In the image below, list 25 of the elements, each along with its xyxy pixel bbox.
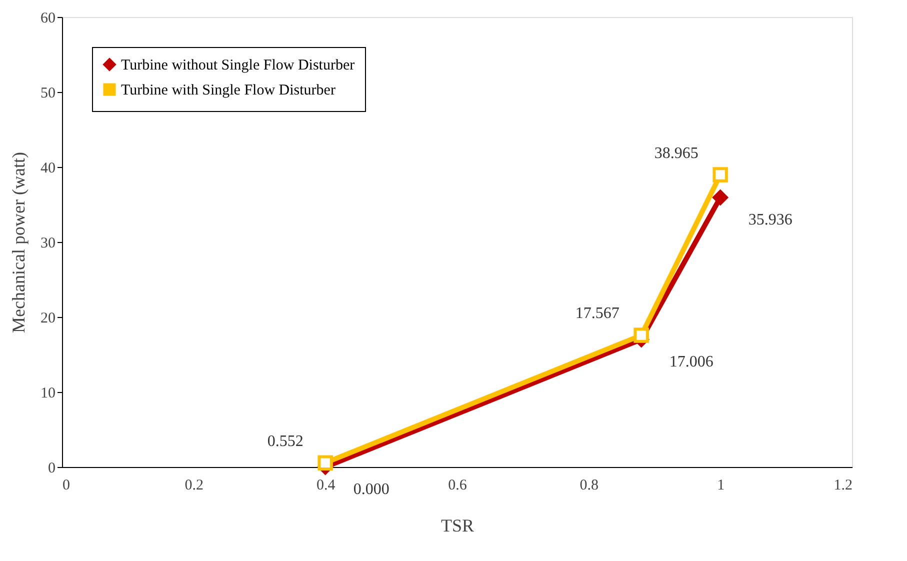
point — [712, 190, 728, 206]
x-tick-label: 1.2 — [834, 478, 852, 494]
y-tick-label: 0 — [48, 460, 56, 476]
data-label: 17.567 — [575, 305, 620, 322]
data-label: 17.006 — [669, 353, 714, 370]
data-label: 38.965 — [654, 144, 698, 162]
y-tick-label: 30 — [40, 236, 56, 252]
y-tick-label: 20 — [40, 310, 56, 326]
x-tick-label: 0 — [62, 478, 70, 494]
y-tick-label: 50 — [40, 86, 56, 102]
x-tick-label: 0.4 — [316, 478, 336, 494]
y-tick-label: 40 — [40, 160, 56, 176]
x-tick-label: 0.8 — [580, 478, 599, 494]
y-axis-title: Mechanical power (watt) — [8, 152, 28, 333]
legend-label: Turbine without Single Flow Disturber — [121, 58, 355, 74]
data-label: 0.552 — [267, 432, 304, 450]
x-tick-label: 0.6 — [448, 478, 468, 494]
data-label: 0.000 — [353, 481, 390, 498]
x-axis-title: TSR — [440, 516, 474, 536]
y-tick-label: 60 — [40, 10, 56, 26]
x-tick-label: 0.2 — [184, 478, 204, 494]
x-tick-label: 1 — [717, 478, 725, 494]
y-tick-label: 10 — [40, 386, 56, 402]
data-label: 35.936 — [748, 211, 792, 228]
legend-label: Turbine with Single Flow Disturber — [121, 82, 336, 98]
